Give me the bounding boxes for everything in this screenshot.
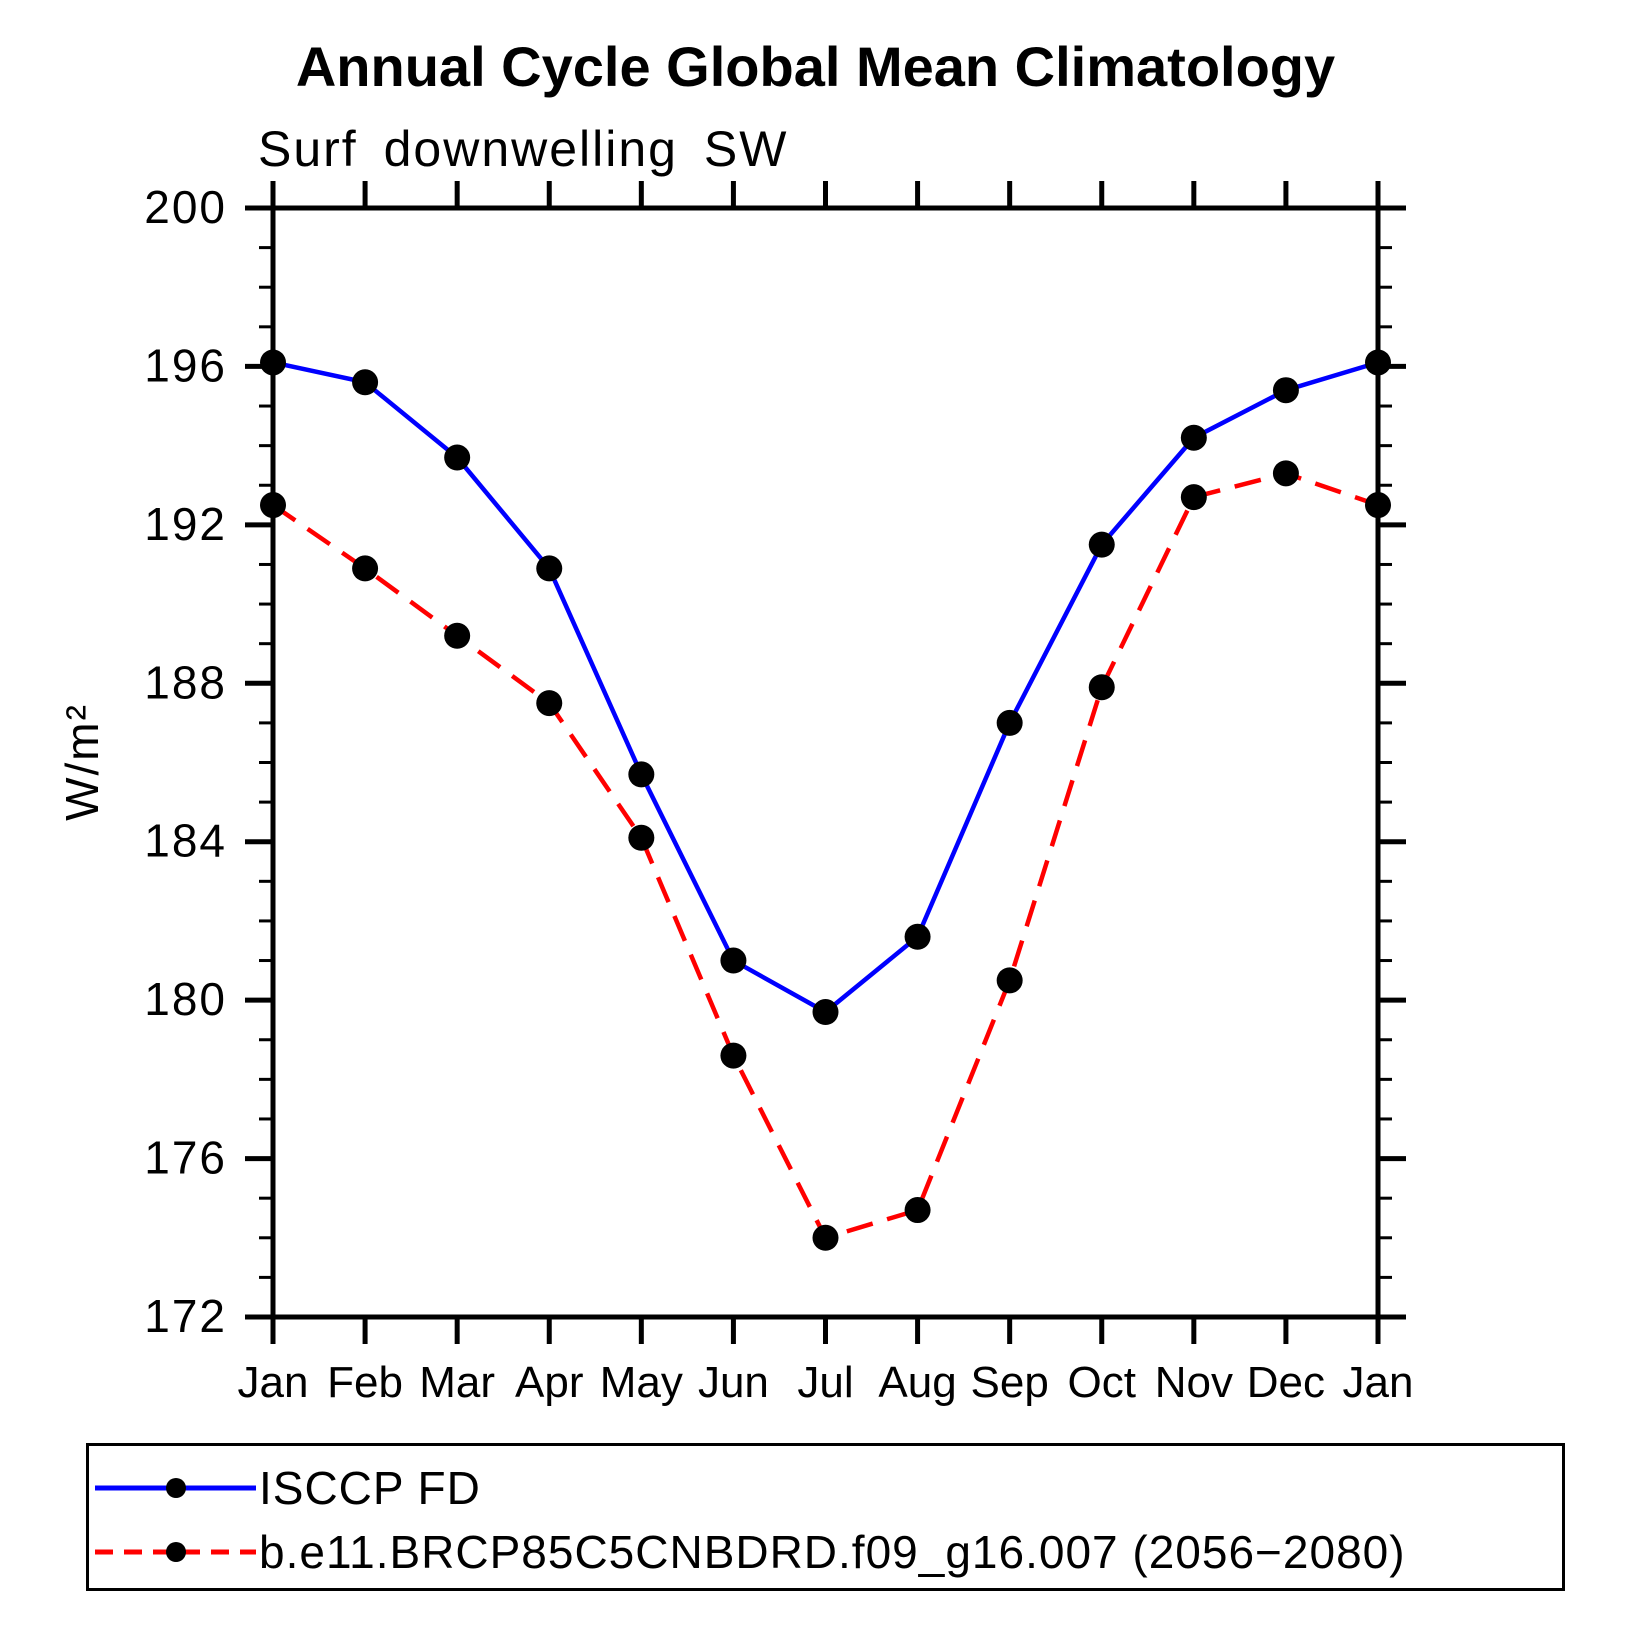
legend-label-isccp: ISCCP FD <box>259 1462 481 1514</box>
series-markers-0 <box>260 349 1391 1026</box>
svg-text:May: May <box>600 1358 683 1407</box>
chart-subtitle: Surf downwelling SW <box>258 121 789 177</box>
svg-text:Aug: Aug <box>878 1358 956 1407</box>
x-axis-ticks <box>270 181 1381 1344</box>
svg-text:180: 180 <box>144 973 227 1025</box>
legend-line-sample-solid <box>95 1478 256 1498</box>
svg-text:Dec: Dec <box>1247 1358 1325 1407</box>
legend-item-model: b.e11.BRCP85C5CNBDRD.f09_g16.007 (2056−2… <box>89 1520 1562 1584</box>
svg-text:200: 200 <box>144 181 227 233</box>
legend-box: ISCCP FD b.e11.BRCP85C5CNBDRD.f09_g16.00… <box>86 1443 1565 1591</box>
chart-title: Annual Cycle Global Mean Climatology <box>295 35 1336 98</box>
svg-text:Apr: Apr <box>515 1358 583 1407</box>
legend-marker-dot <box>166 1478 186 1498</box>
svg-text:Jan: Jan <box>1343 1358 1414 1407</box>
svg-text:Jun: Jun <box>698 1358 769 1407</box>
svg-text:Jan: Jan <box>238 1358 309 1407</box>
svg-text:Mar: Mar <box>419 1358 495 1407</box>
legend-line-sample-dashed <box>95 1542 256 1562</box>
svg-text:Oct: Oct <box>1068 1358 1136 1407</box>
y-axis-tick-labels: 172 176 180 184 188 192 196 200 <box>144 181 227 1342</box>
svg-text:Jul: Jul <box>797 1358 853 1407</box>
svg-text:172: 172 <box>144 1290 227 1342</box>
plot-frame <box>270 205 1381 1320</box>
legend-label-model: b.e11.BRCP85C5CNBDRD.f09_g16.007 (2056−2… <box>259 1526 1406 1578</box>
svg-text:192: 192 <box>144 498 227 550</box>
svg-text:196: 196 <box>144 339 227 391</box>
svg-text:Feb: Feb <box>327 1358 403 1407</box>
legend-item-isccp: ISCCP FD <box>89 1456 1562 1520</box>
svg-text:188: 188 <box>144 656 227 708</box>
y-axis-ticks <box>245 205 1406 1320</box>
svg-text:176: 176 <box>144 1132 227 1184</box>
x-axis-tick-labels: Jan Feb Mar Apr May Jun Jul Aug Sep Oct Nov Dec Jan <box>238 1358 1414 1407</box>
svg-text:Sep: Sep <box>971 1358 1049 1407</box>
series-markers-1 <box>260 460 1391 1251</box>
svg-text:184: 184 <box>144 815 227 867</box>
series-line-1 <box>271 471 1379 1241</box>
svg-text:Nov: Nov <box>1155 1358 1233 1407</box>
series-line-0 <box>272 360 1379 1015</box>
legend-marker-dot <box>166 1542 186 1562</box>
